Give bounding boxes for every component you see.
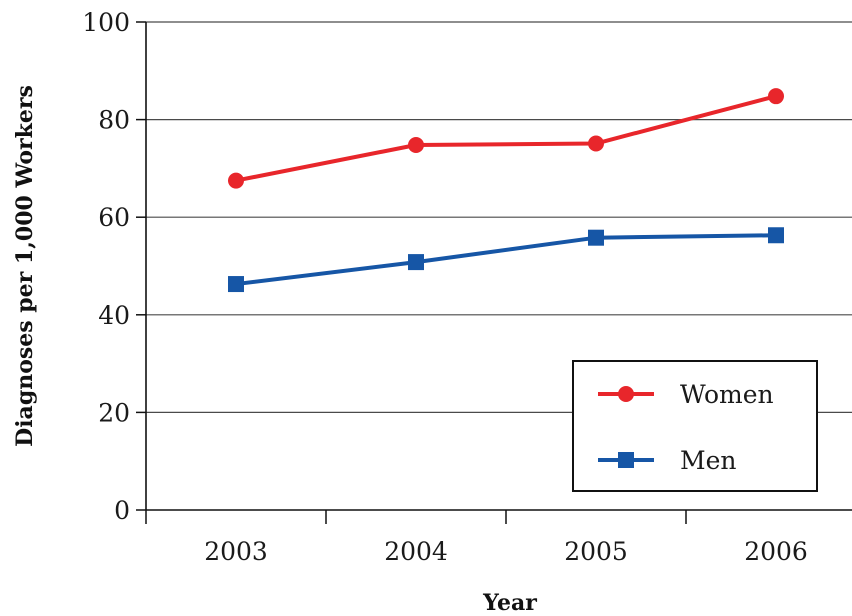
y-tick-labels: 0 20 40 60 80 100 [82,8,130,525]
legend-label: Men [680,446,737,475]
series-line [235,233,777,287]
legend-item-women: Women [598,380,774,409]
y-tick-label: 40 [98,301,130,330]
series-women [228,88,784,189]
data-point [588,135,604,152]
legend-label: Women [680,380,774,409]
legend-entries: Women Men [598,380,774,475]
legend-marker [618,452,634,468]
y-tick-label: 0 [114,496,130,525]
data-point [408,136,424,153]
x-tick-label: 2004 [384,537,448,566]
data-point [228,276,244,293]
series-men [228,227,784,293]
x-tick-label: 2005 [564,537,628,566]
x-tick-labels: 2003 2004 2005 2006 [204,537,808,566]
legend-box [572,360,818,492]
data-point [588,229,604,246]
data-point [768,88,784,105]
y-axis-title: Diagnoses per 1,000 Workers [12,85,38,447]
data-point [408,254,424,271]
x-axis-title: Year [482,590,537,616]
y-tick-label: 100 [82,8,130,37]
axes [136,21,852,524]
legend: Women Men [572,360,818,492]
x-tick-label: 2003 [204,537,268,566]
data-point [768,227,784,244]
y-tick-label: 20 [98,398,130,427]
y-tick-label: 60 [98,203,130,232]
data-point [228,172,244,189]
series [228,88,784,293]
y-tick-label: 80 [98,106,130,135]
x-tick-label: 2006 [744,537,808,566]
legend-item-men: Men [598,446,737,475]
grid-lines [146,21,852,413]
legend-marker [618,386,634,402]
series-line [235,94,777,183]
